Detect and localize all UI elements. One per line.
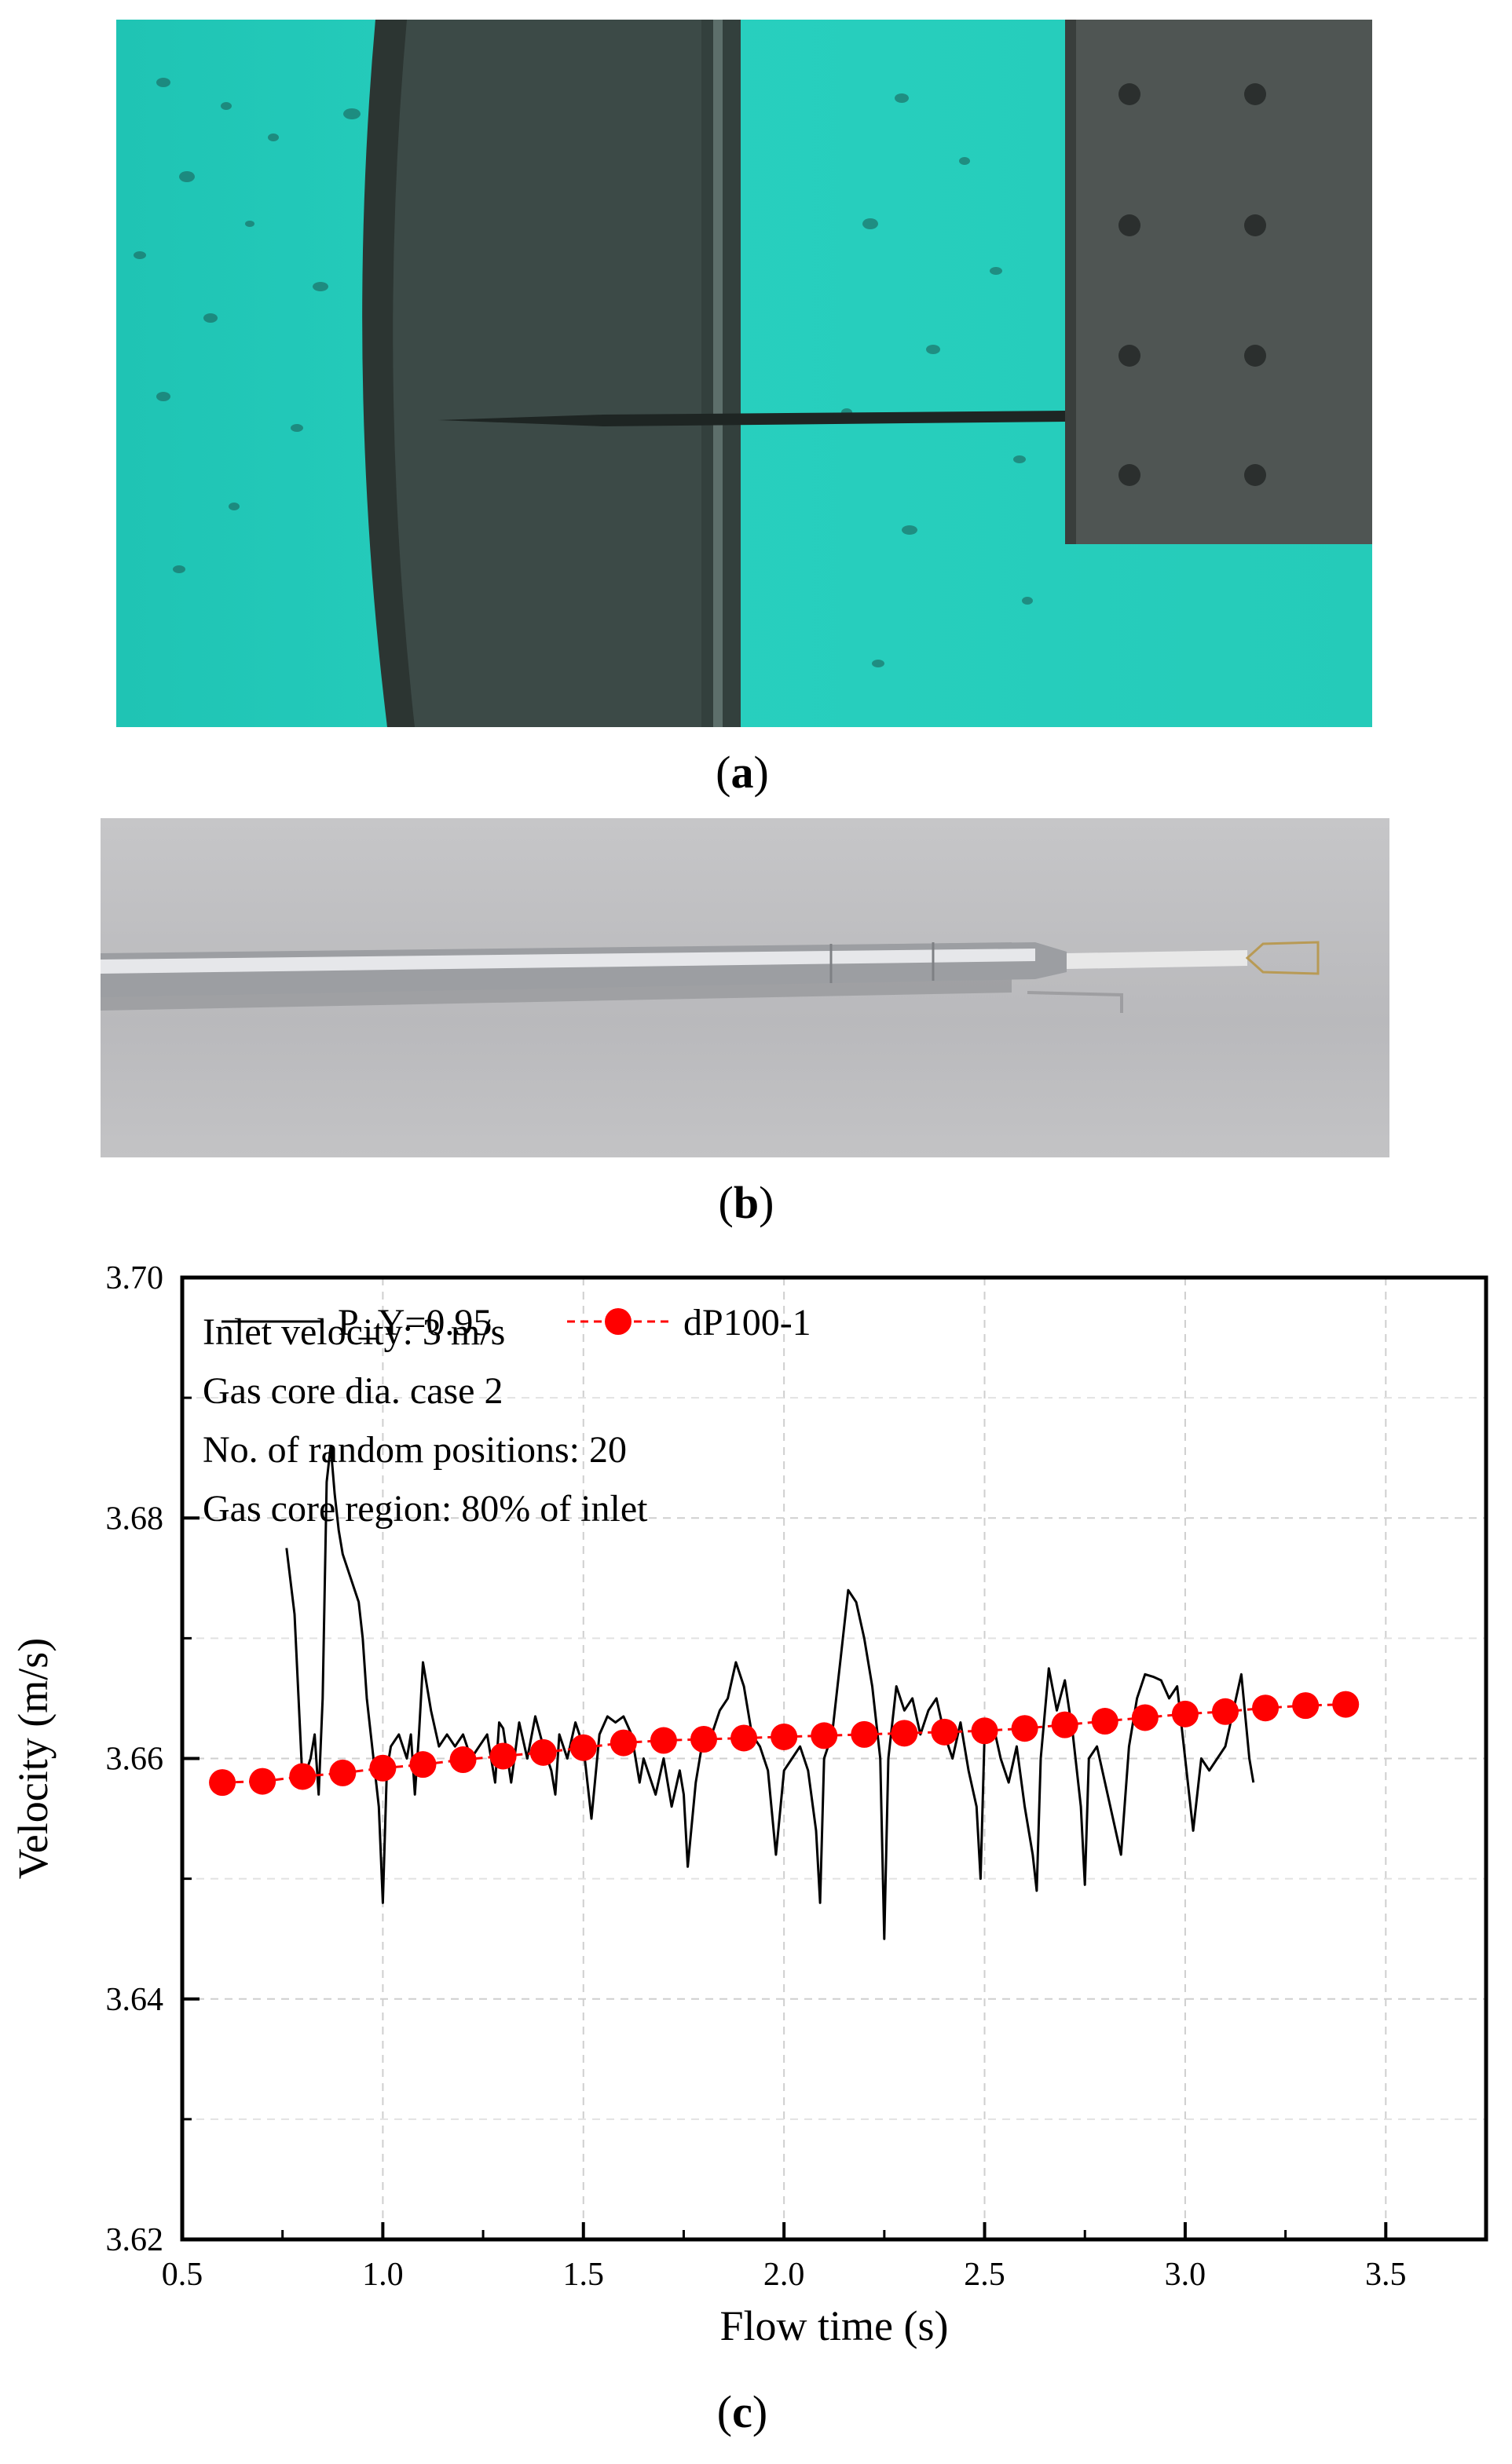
- series-dp100-point: [569, 1734, 597, 1761]
- series-p-y-polyline: [285, 1444, 1255, 1940]
- series-dp100-point: [329, 1759, 357, 1786]
- series-dp100-point: [1252, 1694, 1280, 1722]
- x-tick-label: 1.0: [362, 2257, 404, 2293]
- x-axis-title: Flow time (s): [720, 2302, 949, 2349]
- series-dp100-point: [289, 1763, 317, 1790]
- series-dp100-point: [811, 1722, 838, 1749]
- series-dp100-point: [489, 1742, 517, 1770]
- legend-marker-dp100: [605, 1308, 632, 1335]
- series-dp100-point: [369, 1754, 397, 1782]
- series-dp100-point: [771, 1723, 798, 1750]
- legend: P_Y=0.95 dP100-1: [221, 1302, 811, 1344]
- caption-c: (c): [716, 2386, 768, 2437]
- series-dp100-point: [1171, 1700, 1199, 1727]
- caption-b: (b): [718, 1177, 774, 1228]
- series-dp100-point: [249, 1768, 276, 1795]
- series-dp100-point: [971, 1717, 998, 1745]
- series-dp100-point: [1292, 1692, 1320, 1720]
- series-dp100-point: [449, 1746, 477, 1774]
- series-dp100-point: [610, 1729, 637, 1757]
- series-dp100-point: [690, 1726, 717, 1753]
- y-axis-title: Velocity (m/s): [9, 1638, 57, 1879]
- y-tick-label: 3.66: [106, 1742, 164, 1778]
- series-dp100-point: [409, 1751, 437, 1779]
- velocity-chart: 0.5 1.0 1.5 2.0 2.5 3.0 3.5 3.62 3.64 3.66 3.68 3.7…: [9, 1260, 1488, 2349]
- x-tick-label: 3.5: [1365, 2257, 1407, 2293]
- annotation-inlet-velocity: Inlet velocity: 3 m/s: [203, 1311, 505, 1353]
- annotation-gas-core-dia: Gas core dia. case 2: [203, 1370, 503, 1412]
- series-dp100-point: [1332, 1691, 1360, 1718]
- y-tick-label: 3.62: [106, 2222, 164, 2258]
- legend-label-dp100: dP100-1: [683, 1302, 811, 1344]
- y-tick-label: 3.70: [106, 1260, 164, 1296]
- series-dp100-point: [1131, 1704, 1159, 1731]
- series-dp100-point: [931, 1718, 958, 1746]
- series-dp100-point: [1212, 1698, 1239, 1725]
- photo-a-flow-channel-probe: [116, 20, 1372, 727]
- series-p-y-line: [285, 1444, 1255, 1940]
- x-tick-label: 2.0: [763, 2257, 805, 2293]
- caption-a: (a): [716, 747, 769, 798]
- axis-ticks: 0.5 1.0 1.5 2.0 2.5 3.0 3.5 3.62 3.64 3.66 3.68 3.7…: [106, 1260, 1407, 2293]
- series-dp100-point: [650, 1727, 677, 1754]
- series-dp100-point: [891, 1720, 918, 1747]
- x-tick-label: 3.0: [1165, 2257, 1206, 2293]
- y-tick-label: 3.64: [106, 1982, 164, 2018]
- x-tick-label: 2.5: [964, 2257, 1005, 2293]
- series-dp100-point: [529, 1738, 557, 1766]
- legend-label-p-y: P_Y=0.95: [338, 1302, 492, 1344]
- series-dp100-point: [851, 1720, 878, 1748]
- annotation-random-positions: No. of random positions: 20: [203, 1429, 627, 1471]
- series-dp100-point: [730, 1724, 758, 1752]
- series-dp100-point: [1091, 1708, 1118, 1735]
- photo-b-probe-closeup: [101, 818, 1389, 1157]
- x-tick-label: 0.5: [162, 2257, 203, 2293]
- series-dp100-markers: [209, 1691, 1360, 1797]
- series-dp100-point: [209, 1769, 236, 1797]
- annotation-gas-core-region: Gas core region: 80% of inlet: [203, 1488, 648, 1530]
- series-dp100-point: [1051, 1711, 1078, 1738]
- x-tick-label: 1.5: [563, 2257, 605, 2293]
- y-tick-label: 3.68: [106, 1501, 164, 1537]
- series-dp100-point: [1011, 1715, 1038, 1742]
